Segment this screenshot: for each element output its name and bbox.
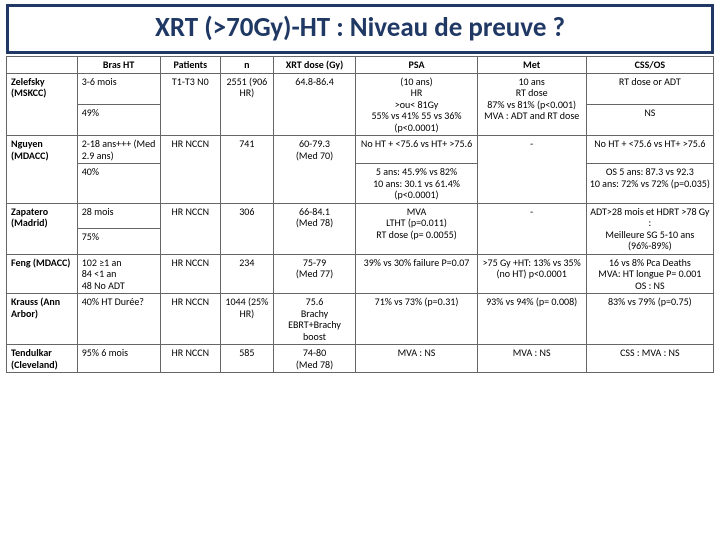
study-cell: Feng (MDACC) <box>7 254 78 294</box>
data-cell: 75.6Brachy EBRT+Brachy boost <box>273 294 356 345</box>
data-cell: 16 vs 8% Pca DeathsMVA: HT longue P= 0.0… <box>586 254 713 294</box>
study-cell: Krauss (Ann Arbor) <box>7 294 78 345</box>
data-cell: 102 ≥1 an84 <1 an48 No ADT <box>77 254 160 294</box>
data-cell: HR NCCN <box>160 294 221 345</box>
data-cell: OS 5 ans: 87.3 vs 92.310 ans: 72% vs 72%… <box>586 164 713 204</box>
data-cell: >75 Gy +HT: 13% vs 35%(no HT) p<0.0001 <box>477 254 586 294</box>
data-cell: (10 ans)HR>ou< 81Gy55% vs 41% 55 vs 36% … <box>356 73 477 136</box>
data-cell: CSS : MVA : NS <box>586 345 713 373</box>
data-cell: 5 ans: 45.9% vs 82%10 ans: 30.1 vs 61.4%… <box>356 164 477 204</box>
data-cell: HR NCCN <box>160 254 221 294</box>
table-header-row: Bras HTPatientsnXRT dose (Gy)PSAMetCSS/O… <box>7 57 714 74</box>
slide: XRT (>70Gy)-HT : Niveau de preuve ? Bras… <box>0 4 720 544</box>
data-cell: MVA : NS <box>356 345 477 373</box>
data-cell: - <box>477 136 586 204</box>
column-header: Met <box>477 57 586 74</box>
slide-title: XRT (>70Gy)-HT : Niveau de preuve ? <box>9 7 711 44</box>
data-cell: 71% vs 73% (p=0.31) <box>356 294 477 345</box>
data-cell: 95% 6 mois <box>77 345 160 373</box>
data-cell: ADT>28 mois et HDRT >78 Gy :Meilleure SG… <box>586 203 713 254</box>
data-cell: HR NCCN <box>160 203 221 254</box>
data-cell: 74-80(Med 78) <box>273 345 356 373</box>
data-cell: 49% <box>77 104 160 135</box>
data-cell: MVA : NS <box>477 345 586 373</box>
column-header: XRT dose (Gy) <box>273 57 356 74</box>
data-cell: 3-6 mois <box>77 73 160 104</box>
table-row: Tendulkar (Cleveland)95% 6 moisHR NCCN58… <box>7 345 714 373</box>
column-header <box>7 57 78 74</box>
data-cell: 66-84.1(Med 78) <box>273 203 356 254</box>
data-cell: - <box>477 203 586 254</box>
data-cell: T1-T3 N0 <box>160 73 221 136</box>
column-header: n <box>221 57 274 74</box>
column-header: Patients <box>160 57 221 74</box>
study-cell: Tendulkar (Cleveland) <box>7 345 78 373</box>
study-cell: Zapatero (Madrid) <box>7 203 78 254</box>
table-row: Zapatero (Madrid)28 moisHR NCCN30666-84.… <box>7 203 714 229</box>
data-cell: 585 <box>221 345 274 373</box>
column-header: CSS/OS <box>586 57 713 74</box>
table-row: Feng (MDACC)102 ≥1 an84 <1 an48 No ADTHR… <box>7 254 714 294</box>
data-cell: 28 mois <box>77 203 160 229</box>
data-cell: No HT + <75.6 vs HT+ >75.6 <box>586 136 713 164</box>
data-cell: HR NCCN <box>160 136 221 204</box>
data-cell: 1044 (25% HR) <box>221 294 274 345</box>
data-cell: 75% <box>77 229 160 255</box>
data-cell: 64.8-86.4 <box>273 73 356 136</box>
data-cell: 2551 (906 HR) <box>221 73 274 136</box>
data-cell: 741 <box>221 136 274 204</box>
data-cell: 60-79.3(Med 70) <box>273 136 356 204</box>
data-cell: 306 <box>221 203 274 254</box>
data-cell: 40% <box>77 164 160 204</box>
data-cell: 2-18 ans+++ (Med 2.9 ans) <box>77 136 160 164</box>
evidence-table: Bras HTPatientsnXRT dose (Gy)PSAMetCSS/O… <box>6 56 714 373</box>
data-cell: 93% vs 94% (p= 0.008) <box>477 294 586 345</box>
column-header: PSA <box>356 57 477 74</box>
data-cell: 40% HT Durée? <box>77 294 160 345</box>
study-cell: Nguyen (MDACC) <box>7 136 78 204</box>
table-row: 40% 5 ans: 45.9% vs 82%10 ans: 30.1 vs 61… <box>7 164 714 204</box>
table-row: Nguyen (MDACC)2-18 ans+++ (Med 2.9 ans)H… <box>7 136 714 164</box>
data-cell: 39% vs 30% failure P=0.07 <box>356 254 477 294</box>
title-bar: XRT (>70Gy)-HT : Niveau de preuve ? <box>6 4 714 54</box>
data-cell: 75-79(Med 77) <box>273 254 356 294</box>
data-cell: RT dose or ADT <box>586 73 713 104</box>
data-cell: HR NCCN <box>160 345 221 373</box>
data-cell: NS <box>586 104 713 135</box>
data-cell: 234 <box>221 254 274 294</box>
column-header: Bras HT <box>77 57 160 74</box>
data-cell: MVALTHT (p=0.011)RT dose (p= 0.0055) <box>356 203 477 254</box>
data-cell: 83% vs 79% (p=0.75) <box>586 294 713 345</box>
table-row: Krauss (Ann Arbor)40% HT Durée?HR NCCN10… <box>7 294 714 345</box>
data-cell: 10 ansRT dose87% vs 81% (p<0.001)MVA : A… <box>477 73 586 136</box>
table-row: Zelefsky (MSKCC)3-6 moisT1-T3 N02551 (90… <box>7 73 714 104</box>
study-cell: Zelefsky (MSKCC) <box>7 73 78 136</box>
data-cell: No HT + <75.6 vs HT+ >75.6 <box>356 136 477 164</box>
